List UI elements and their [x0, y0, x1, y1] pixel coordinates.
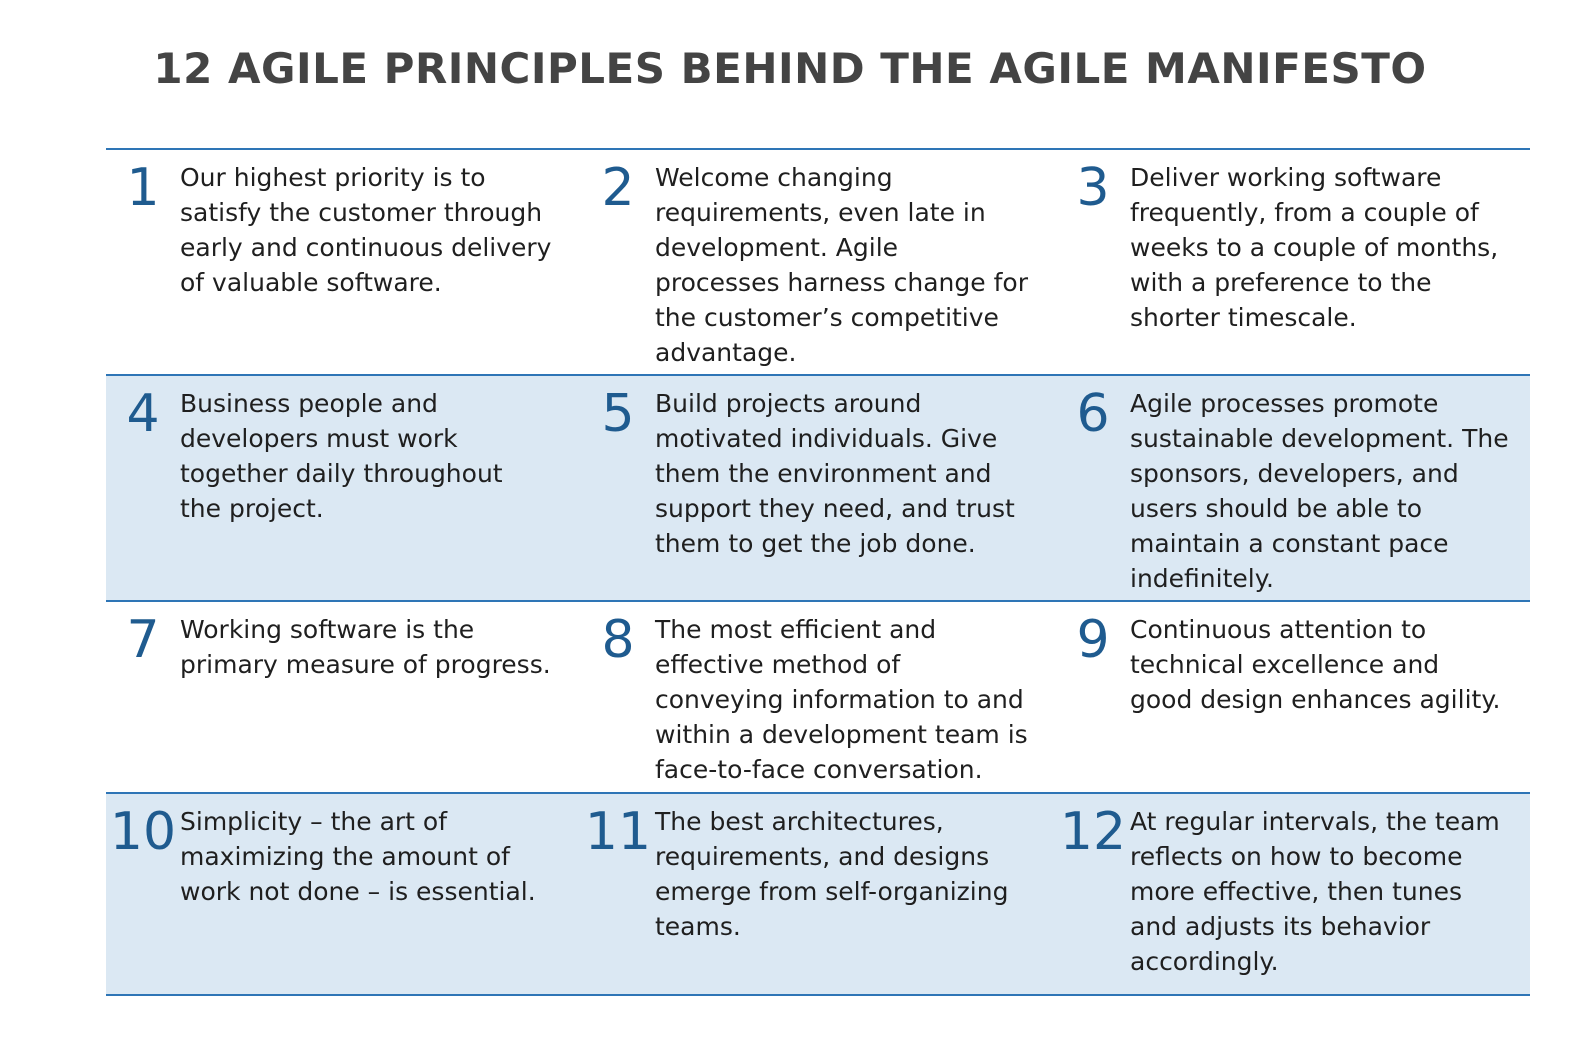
principle-cell-1: 1 Our highest priority is to satisfy the…: [106, 150, 581, 374]
principle-number: 1: [126, 158, 160, 218]
principles-row-3: 7 Working software is the primary measur…: [106, 600, 1530, 792]
principle-text: At regular intervals, the team reflects …: [1130, 807, 1500, 976]
principle-number: 5: [601, 384, 635, 444]
principle-text: The most efficient and effective method …: [655, 615, 1028, 784]
principles-row-4: 10 Simplicity – the art of maximizing th…: [106, 792, 1530, 994]
principle-cell-6: 6 Agile processes promote sustainable de…: [1056, 376, 1530, 600]
principle-cell-10: 10 Simplicity – the art of maximizing th…: [106, 794, 581, 994]
principle-text: Continuous attention to technical excell…: [1130, 615, 1501, 714]
principle-text: Agile processes promote sustainable deve…: [1130, 389, 1509, 593]
principle-cell-11: 11 The best architectures, requirements,…: [581, 794, 1056, 994]
principle-cell-7: 7 Working software is the primary measur…: [106, 602, 581, 792]
principle-text: Build projects around motivated individu…: [655, 389, 1015, 558]
principle-number: 2: [601, 158, 635, 218]
principle-cell-9: 9 Continuous attention to technical exce…: [1056, 602, 1530, 792]
principle-cell-3: 3 Deliver working software frequently, f…: [1056, 150, 1530, 374]
principle-text: The best architectures, requirements, an…: [655, 807, 1009, 941]
principle-number: 9: [1076, 610, 1110, 670]
principle-cell-5: 5 Build projects around motivated indivi…: [581, 376, 1056, 600]
principle-text: Simplicity – the art of maximizing the a…: [180, 807, 536, 906]
principle-cell-4: 4 Business people and developers must wo…: [106, 376, 581, 600]
page-title: 12 AGILE PRINCIPLES BEHIND THE AGILE MAN…: [153, 44, 1427, 93]
principle-cell-2: 2 Welcome changing requirements, even la…: [581, 150, 1056, 374]
principle-number: 3: [1076, 158, 1110, 218]
principle-cell-12: 12 At regular intervals, the team reflec…: [1056, 794, 1530, 994]
principle-cell-8: 8 The most efficient and effective metho…: [581, 602, 1056, 792]
principle-text: Welcome changing requirements, even late…: [655, 163, 1028, 367]
principle-number: 11: [584, 802, 652, 862]
principle-text: Deliver working software frequently, fro…: [1130, 163, 1499, 332]
principle-number: 7: [126, 610, 160, 670]
principle-text: Working software is the primary measure …: [180, 615, 551, 679]
principle-number: 6: [1076, 384, 1110, 444]
principle-number: 4: [126, 384, 160, 444]
principle-number: 12: [1059, 802, 1127, 862]
principle-number: 10: [109, 802, 177, 862]
principles-row-1: 1 Our highest priority is to satisfy the…: [106, 150, 1530, 374]
principles-row-2: 4 Business people and developers must wo…: [106, 374, 1530, 600]
principle-text: Business people and developers must work…: [180, 389, 503, 523]
principles-table: 1 Our highest priority is to satisfy the…: [106, 148, 1530, 996]
principle-text: Our highest priority is to satisfy the c…: [180, 163, 552, 297]
principle-number: 8: [601, 610, 635, 670]
